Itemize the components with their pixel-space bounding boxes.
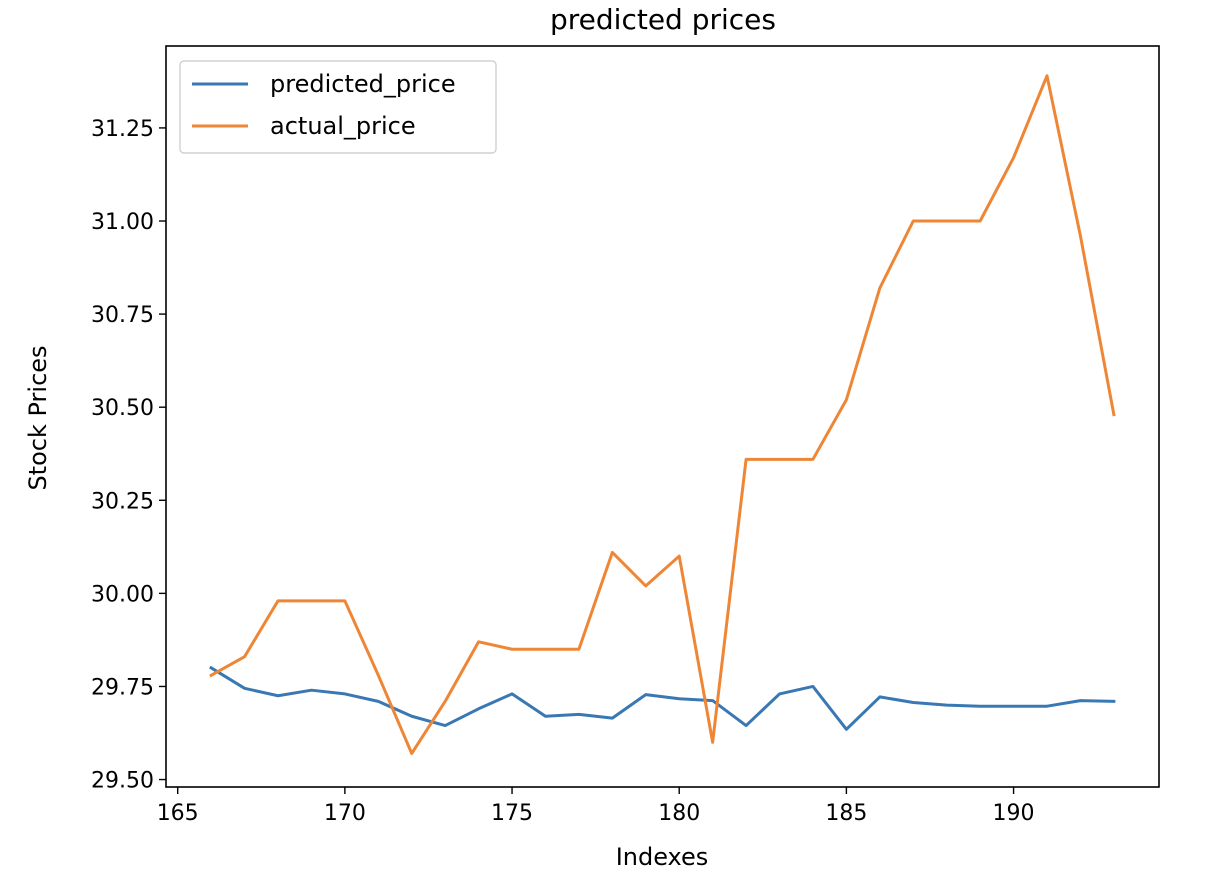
x-tick-label: 165 bbox=[157, 801, 199, 826]
x-tick-label: 170 bbox=[324, 801, 366, 826]
y-axis-title: Stock Prices bbox=[24, 345, 52, 490]
x-tick-label: 180 bbox=[658, 801, 700, 826]
y-tick-label: 30.00 bbox=[91, 582, 154, 607]
x-axis: 165 170 175 180 185 190 bbox=[157, 787, 1035, 826]
series-line-actual-price bbox=[209, 74, 1116, 755]
x-tick-label: 190 bbox=[993, 801, 1035, 826]
x-tick-label: 175 bbox=[491, 801, 533, 826]
plot-area bbox=[209, 74, 1116, 755]
legend-label: actual_price bbox=[270, 112, 416, 140]
y-tick-label: 31.00 bbox=[91, 210, 154, 235]
y-tick-label: 31.25 bbox=[91, 117, 154, 142]
x-axis-title: Indexes bbox=[616, 843, 709, 871]
y-tick-label: 30.50 bbox=[91, 396, 154, 421]
legend-label: predicted_price bbox=[270, 70, 456, 98]
y-tick-label: 30.75 bbox=[91, 303, 154, 328]
legend: predicted_price actual_price bbox=[179, 60, 497, 154]
y-tick-label: 30.25 bbox=[91, 489, 154, 514]
series-line-predicted-price bbox=[209, 665, 1116, 731]
plot-frame bbox=[165, 45, 1160, 788]
y-axis: 29.50 29.75 30.00 30.25 30.50 30.75 31.00 31.25 bbox=[91, 117, 166, 794]
y-tick-label: 29.75 bbox=[91, 675, 154, 700]
y-tick-label: 29.50 bbox=[91, 769, 154, 794]
legend-box bbox=[179, 60, 497, 154]
chart-title: predicted prices bbox=[550, 3, 776, 36]
x-tick-label: 185 bbox=[825, 801, 867, 826]
